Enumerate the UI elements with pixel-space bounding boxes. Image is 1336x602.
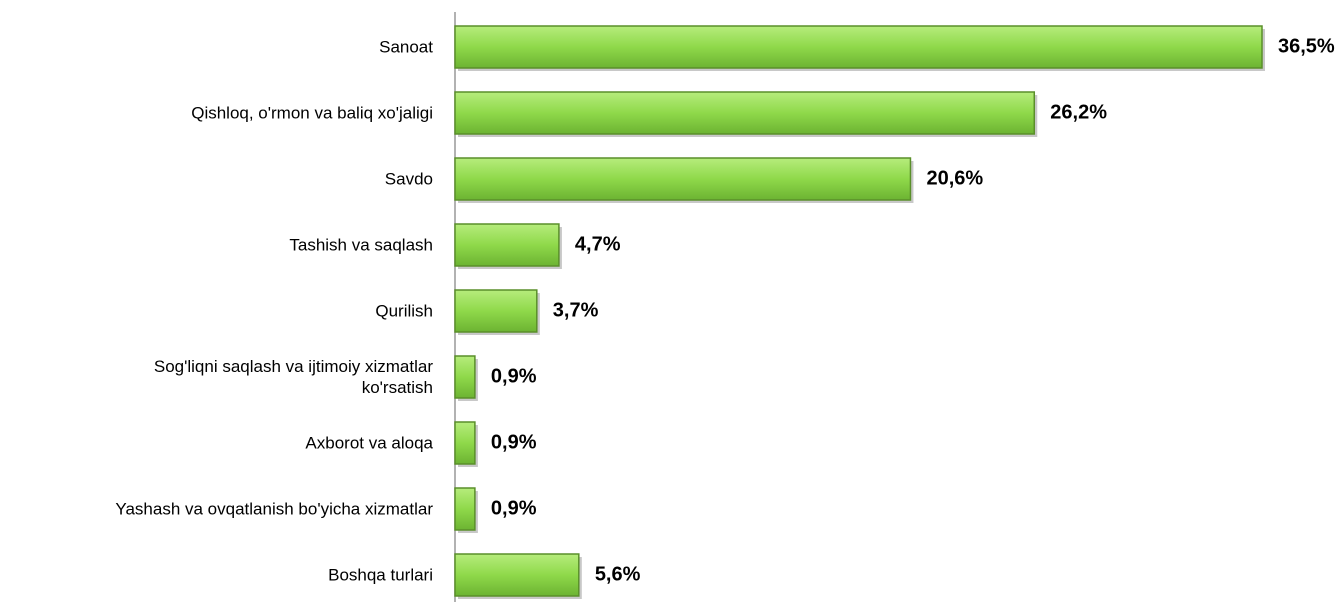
- category-label: Savdo: [384, 169, 433, 189]
- value-label: 20,6%: [926, 167, 983, 189]
- value-label: 5,6%: [595, 563, 641, 585]
- value-label: 36,5%: [1278, 35, 1335, 57]
- bar: [454, 421, 476, 465]
- bar: [454, 25, 1263, 69]
- bar: [454, 487, 476, 531]
- bar: [454, 553, 580, 597]
- value-label: 0,9%: [491, 497, 537, 519]
- category-label: Axborot va aloqa: [305, 433, 433, 453]
- bar: [454, 91, 1036, 135]
- value-label: 4,7%: [575, 233, 621, 255]
- bar: [454, 223, 560, 267]
- bar: [454, 289, 538, 333]
- bar: [454, 157, 912, 201]
- value-label: 3,7%: [553, 299, 599, 321]
- category-label: Tashish va saqlash: [289, 235, 433, 255]
- category-label: Boshqa turlari: [328, 565, 433, 585]
- value-label: 26,2%: [1050, 101, 1107, 123]
- category-label: Qishloq, o'rmon va baliq xo'jaligi: [191, 103, 433, 123]
- category-label: Sanoat: [379, 37, 433, 57]
- category-label: Yashash va ovqatlanish bo'yicha xizmatla…: [115, 499, 433, 519]
- value-label: 0,9%: [491, 365, 537, 387]
- value-label: 0,9%: [491, 431, 537, 453]
- category-label: Qurilish: [375, 301, 433, 321]
- category-label: Sog'liqni saqlash va ijtimoiy xizmatlar …: [153, 357, 433, 397]
- bar: [454, 355, 476, 399]
